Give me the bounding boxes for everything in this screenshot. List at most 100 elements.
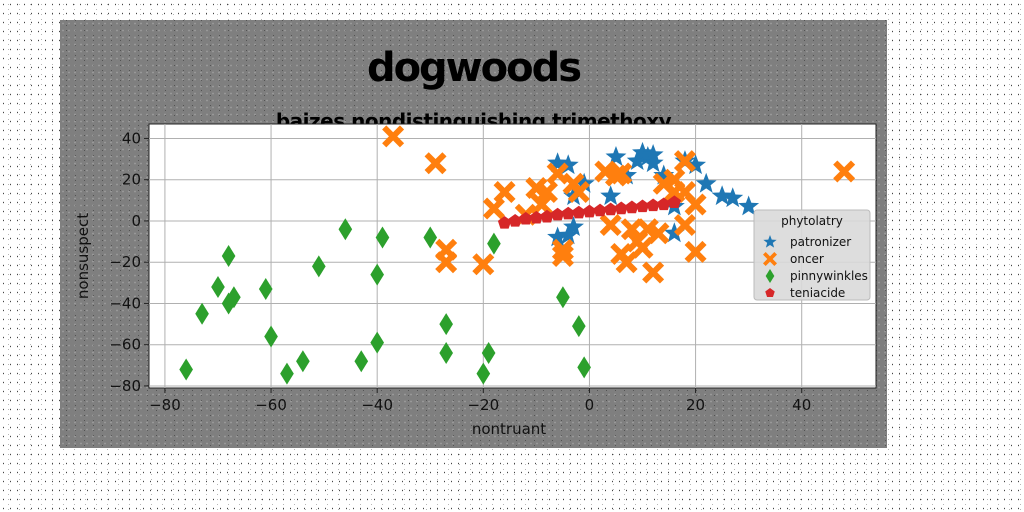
chart-figure: dogwoods baizes nondistinguishing trimet… bbox=[60, 20, 887, 448]
data-point bbox=[684, 193, 707, 216]
data-point bbox=[685, 154, 707, 175]
data-point bbox=[497, 216, 512, 229]
data-point bbox=[635, 199, 650, 213]
x-axis-label: nontruant bbox=[472, 420, 546, 438]
legend-item-patronizer: patronizer bbox=[763, 235, 851, 249]
data-point bbox=[227, 286, 241, 309]
data-point bbox=[424, 152, 447, 175]
data-point bbox=[625, 200, 639, 214]
data-point bbox=[529, 210, 544, 224]
data-point bbox=[600, 185, 622, 206]
y-tick-label: 20 bbox=[122, 171, 141, 189]
data-point bbox=[508, 213, 522, 227]
x-tick-label: 0 bbox=[585, 396, 595, 414]
data-point bbox=[547, 226, 569, 247]
y-tick-label: −60 bbox=[109, 336, 141, 354]
data-point bbox=[616, 164, 638, 185]
data-point bbox=[572, 205, 586, 219]
legend-label: pinnywinkles bbox=[790, 269, 868, 283]
data-point bbox=[476, 362, 491, 385]
legend-marker bbox=[765, 288, 775, 298]
data-point bbox=[577, 356, 591, 379]
x-tick-label: 20 bbox=[686, 396, 705, 414]
data-point bbox=[556, 286, 570, 309]
legend-marker bbox=[763, 252, 777, 266]
data-point bbox=[593, 203, 607, 217]
legend-title: phytolatry bbox=[781, 214, 843, 228]
legend-box bbox=[753, 209, 871, 301]
data-point bbox=[439, 341, 453, 364]
data-point bbox=[519, 211, 533, 225]
y-tick-label: 40 bbox=[122, 129, 141, 147]
data-point bbox=[673, 214, 696, 237]
data-point bbox=[738, 195, 760, 216]
data-point bbox=[615, 251, 638, 274]
data-point bbox=[264, 325, 278, 348]
data-point bbox=[667, 195, 682, 209]
legend-label: teniacide bbox=[790, 286, 845, 300]
data-point bbox=[481, 341, 496, 364]
data-point bbox=[179, 358, 193, 381]
data-point bbox=[296, 350, 310, 373]
legend-item-teniacide: teniacide bbox=[765, 286, 845, 300]
data-point bbox=[722, 187, 744, 208]
legend-item-oncer: oncer bbox=[763, 252, 824, 266]
data-point bbox=[642, 261, 665, 284]
data-point bbox=[311, 255, 326, 278]
data-point bbox=[551, 245, 574, 267]
y-axis-label: nonsuspect bbox=[74, 213, 92, 299]
legend-marker bbox=[765, 269, 775, 283]
data-point bbox=[567, 181, 590, 204]
data-point bbox=[370, 331, 385, 354]
data-point bbox=[551, 238, 574, 261]
data-point bbox=[482, 197, 505, 220]
data-point bbox=[631, 236, 654, 259]
legend-items: patronizer oncer pinnywinkles teniacide bbox=[763, 235, 868, 300]
x-tick-label: −80 bbox=[149, 396, 181, 414]
data-point bbox=[684, 240, 707, 263]
data-point bbox=[657, 197, 671, 211]
data-point bbox=[258, 278, 273, 300]
data-point bbox=[582, 204, 597, 218]
series-teniacide bbox=[497, 195, 682, 229]
data-point bbox=[695, 172, 717, 193]
x-tick-label: −60 bbox=[255, 396, 287, 414]
data-point bbox=[540, 209, 554, 223]
data-point bbox=[637, 146, 659, 166]
data-point bbox=[221, 245, 236, 267]
data-point bbox=[647, 222, 670, 245]
y-tick-label: −80 bbox=[109, 377, 141, 395]
data-point bbox=[375, 226, 390, 249]
data-point bbox=[614, 201, 628, 215]
legend-item-pinnywinkles: pinnywinkles bbox=[765, 269, 868, 283]
data-point bbox=[653, 164, 675, 185]
data-point bbox=[557, 154, 579, 175]
legend: phytolatry patronizer oncer pinnywinkles te… bbox=[753, 209, 871, 301]
data-point bbox=[561, 206, 575, 220]
y-tick-label: −20 bbox=[109, 253, 141, 271]
legend-label: oncer bbox=[790, 252, 824, 266]
series-layer bbox=[179, 125, 856, 385]
data-point bbox=[563, 216, 584, 237]
y-tick-label: −40 bbox=[109, 294, 141, 312]
x-tick-label: −20 bbox=[467, 396, 499, 414]
data-point bbox=[632, 141, 653, 162]
data-point bbox=[211, 275, 225, 298]
series-oncer bbox=[382, 125, 856, 284]
data-point bbox=[370, 263, 385, 286]
scatter-plot: −80 −60 −40 −20 0 20 40 −80 −60 −40 −20 0 20 40 nontr… bbox=[74, 123, 877, 438]
data-point bbox=[493, 181, 516, 204]
y-tick-label: 0 bbox=[131, 212, 141, 230]
series-pinnywinkles bbox=[179, 218, 591, 385]
data-point bbox=[711, 185, 733, 206]
data-point bbox=[610, 162, 633, 185]
data-point bbox=[439, 313, 453, 336]
axis-ticks: −80 −60 −40 −20 0 20 40 −80 −60 −40 −20 0 20 40 bbox=[109, 129, 811, 414]
data-point bbox=[547, 152, 569, 173]
legend-marker bbox=[763, 235, 777, 248]
data-point bbox=[673, 150, 696, 173]
data-point bbox=[546, 162, 569, 185]
data-point bbox=[604, 202, 618, 216]
data-point bbox=[572, 315, 586, 338]
